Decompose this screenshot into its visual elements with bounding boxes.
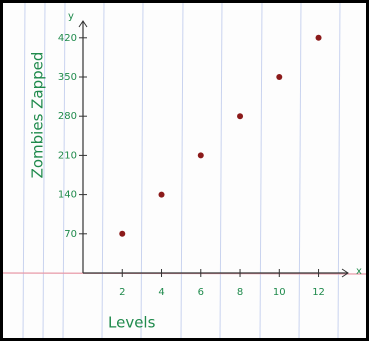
x-tick-label: 4 (158, 287, 164, 298)
y-symbol: y (68, 11, 74, 22)
x-symbol: x (356, 266, 362, 277)
y-tick-label: 70 (64, 229, 77, 240)
chart: Levels Zombies Zapped x y 2 4 6 8 10 12 70 140 2… (0, 0, 369, 341)
y-axis-label: Zombies Zapped (29, 52, 47, 179)
point (159, 192, 165, 198)
y-tick-label: 140 (58, 190, 77, 201)
point (276, 74, 282, 80)
page: {"chart_data": {"type": "scatter", "x_la… (0, 0, 369, 341)
x-tick-label: 2 (119, 287, 125, 298)
y-tick-label: 210 (58, 150, 77, 161)
x-tick-label: 12 (312, 287, 325, 298)
y-tick-label: 420 (58, 33, 77, 44)
x-tick-label: 8 (237, 287, 243, 298)
point (198, 152, 204, 158)
point (237, 113, 243, 119)
point (316, 35, 322, 41)
x-axis-label: Levels (108, 314, 156, 332)
point (119, 231, 125, 237)
y-tick-label: 350 (58, 72, 77, 83)
x-tick-label: 10 (273, 287, 286, 298)
y-tick-label: 280 (58, 111, 77, 122)
x-tick-label: 6 (198, 287, 204, 298)
